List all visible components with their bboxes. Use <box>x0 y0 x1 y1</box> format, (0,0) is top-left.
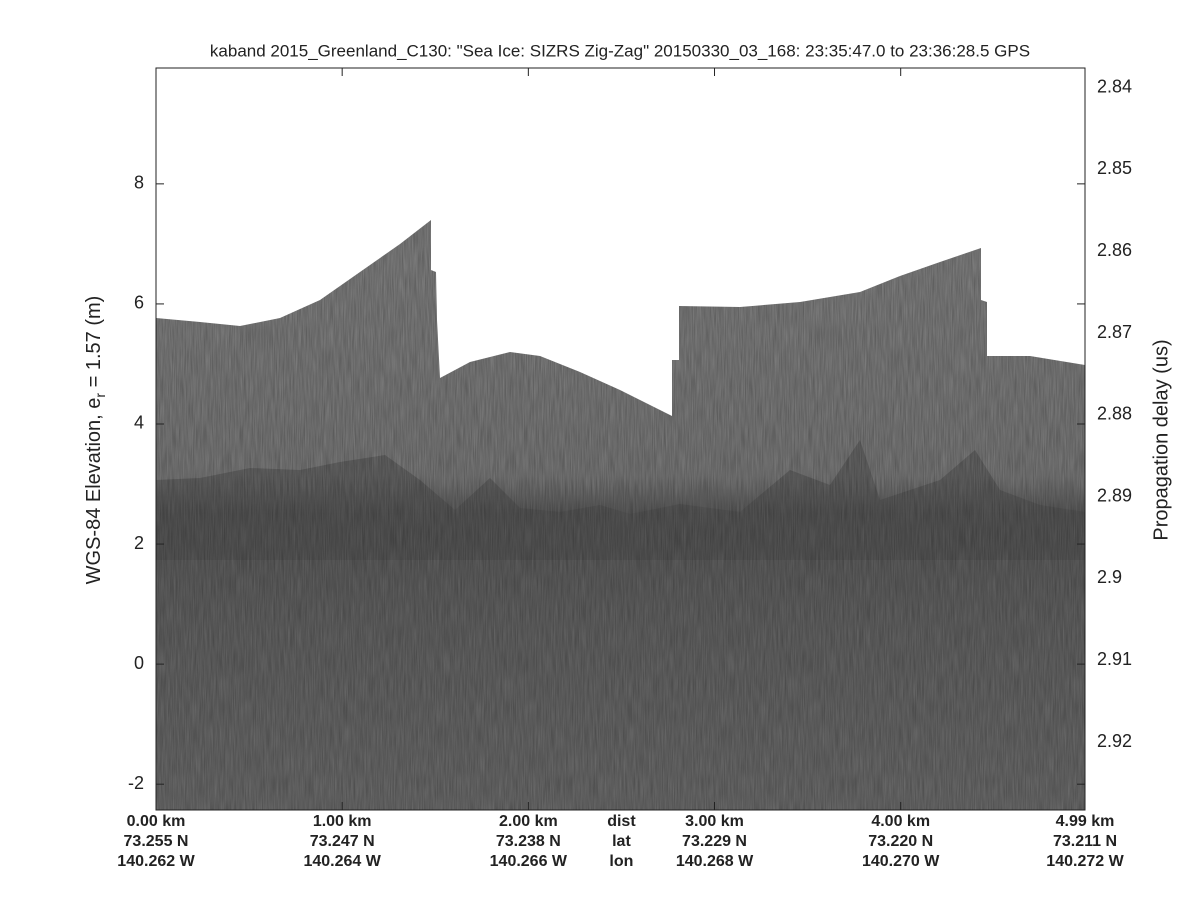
y-axis-label: WGS-84 Elevation, er = 1.57 (m) <box>83 296 107 585</box>
y-tick-label: -2 <box>128 773 144 793</box>
lat-label: 73.220 N <box>868 833 933 850</box>
x-tick-label: 0.00 km <box>127 813 186 830</box>
y-tick-label: 8 <box>134 173 144 193</box>
lon-label: 140.270 W <box>862 853 940 870</box>
y-label-subscript: r <box>92 393 108 398</box>
x-tick-label: 3.00 km <box>685 813 744 830</box>
y2-tick-label: 2.86 <box>1097 240 1132 260</box>
x-tick-label: 1.00 km <box>313 813 372 830</box>
echogram-image <box>156 68 1085 810</box>
lon-label: 140.272 W <box>1046 853 1124 870</box>
lat-label: 73.211 N <box>1053 833 1117 850</box>
y2-tick-label: 2.92 <box>1097 731 1132 751</box>
row-label: lon <box>609 853 633 870</box>
lat-label: 73.238 N <box>496 833 561 850</box>
plot-frame <box>155 67 1086 811</box>
y2-tick-label: 2.9 <box>1097 567 1122 587</box>
lon-label: 140.264 W <box>303 853 381 870</box>
lat-label: 73.229 N <box>682 833 747 850</box>
y-label-prefix: WGS-84 Elevation, e <box>83 398 105 585</box>
y-tick-label: 0 <box>134 653 144 673</box>
x-tick-label: 2.00 km <box>499 813 558 830</box>
y2-tick-label: 2.84 <box>1097 76 1132 96</box>
chart-title: kaband 2015_Greenland_C130: "Sea Ice: SI… <box>210 41 1030 60</box>
y2-tick-label: 2.87 <box>1097 322 1132 342</box>
y2-tick-label: 2.91 <box>1097 649 1132 669</box>
lon-label: 140.268 W <box>676 853 754 870</box>
lon-label: 140.262 W <box>117 853 195 870</box>
lat-label: 73.255 N <box>124 833 189 850</box>
x-tick-label: 4.99 km <box>1056 813 1115 830</box>
y-label-suffix: = 1.57 (m) <box>83 296 105 393</box>
row-label: lat <box>612 833 631 850</box>
y2-tick-label: 2.85 <box>1097 158 1132 178</box>
y-tick-label: 2 <box>134 533 144 553</box>
lat-label: 73.247 N <box>310 833 375 850</box>
y-tick-label: 4 <box>134 413 144 433</box>
row-label: dist <box>607 813 636 830</box>
y2-tick-label: 2.88 <box>1097 404 1132 424</box>
y2-axis-label: Propagation delay (us) <box>1150 339 1172 540</box>
y2-tick-label: 2.89 <box>1097 485 1132 505</box>
lon-label: 140.266 W <box>490 853 568 870</box>
y-tick-label: 6 <box>134 293 144 313</box>
x-tick-label: 4.00 km <box>871 813 930 830</box>
